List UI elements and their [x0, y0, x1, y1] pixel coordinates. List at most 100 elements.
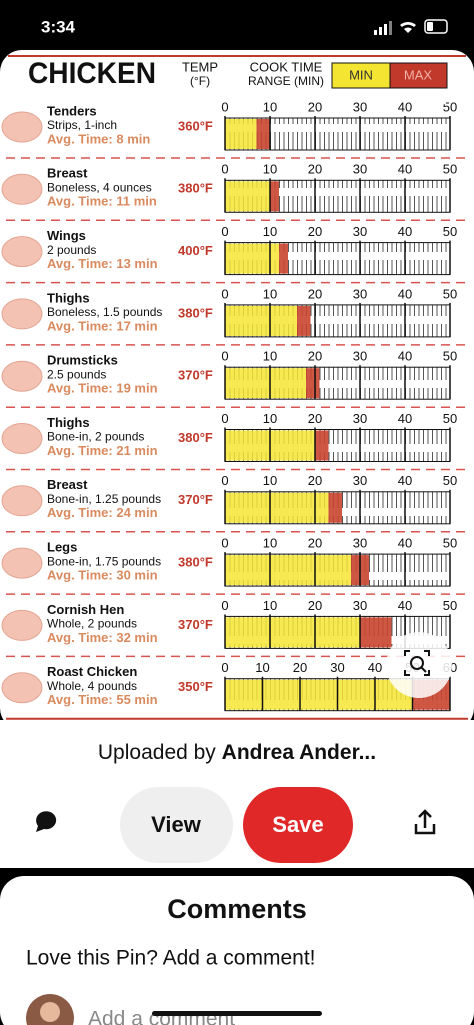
share-icon[interactable] — [414, 809, 436, 835]
max-bar — [270, 181, 279, 212]
item-detail: Boneless, 4 ounces — [47, 180, 152, 194]
temperature: 350°F — [178, 679, 213, 694]
temperature: 360°F — [178, 118, 213, 133]
visual-search-button[interactable] — [386, 632, 452, 698]
tick-label: 0 — [221, 660, 228, 675]
comment-icon[interactable] — [36, 811, 57, 832]
avg-time: Avg. Time: 19 min — [47, 381, 158, 396]
min-bar — [225, 119, 257, 149]
temperature: 380°F — [178, 430, 213, 445]
item-detail: Strips, 1-inch — [47, 118, 117, 132]
avg-time: Avg. Time: 32 min — [47, 630, 158, 645]
uploader-prefix: Uploaded by — [98, 741, 216, 764]
avg-time: Avg. Time: 30 min — [47, 568, 158, 583]
temperature: 380°F — [178, 305, 213, 320]
tick-label: 30 — [353, 349, 367, 364]
tick-label: 40 — [398, 536, 412, 551]
food-image — [1, 236, 43, 268]
tick-label: 10 — [263, 473, 277, 488]
food-image — [1, 173, 43, 205]
tick-label: 50 — [443, 349, 457, 364]
tick-label: 50 — [443, 286, 457, 301]
time-unit: RANGE (MIN) — [248, 74, 324, 88]
tick-label: 50 — [443, 598, 457, 613]
tick-label: 0 — [221, 598, 228, 613]
item-detail: Whole, 2 pounds — [47, 617, 137, 631]
tick-label: 0 — [221, 536, 228, 551]
item-name: Cornish Hen — [47, 602, 124, 617]
tick-label: 30 — [353, 411, 367, 426]
food-image — [1, 298, 43, 330]
temperature: 380°F — [178, 555, 213, 570]
tick-label: 0 — [221, 224, 228, 239]
item-detail: Bone-in, 2 pounds — [47, 430, 144, 444]
tick-label: 10 — [263, 411, 277, 426]
tick-label: 0 — [221, 286, 228, 301]
tick-label: 50 — [443, 224, 457, 239]
avg-time: Avg. Time: 17 min — [47, 318, 158, 333]
tick-label: 40 — [398, 473, 412, 488]
food-image — [1, 609, 43, 641]
max-bar — [360, 617, 392, 648]
tick-label: 20 — [308, 286, 322, 301]
tick-label: 30 — [330, 660, 344, 675]
tick-label: 0 — [221, 349, 228, 364]
tick-label: 10 — [263, 598, 277, 613]
uploader[interactable]: Uploaded by Andrea Ander... — [98, 741, 376, 764]
back-button[interactable]: ‹ — [42, 83, 49, 108]
min-bar — [225, 181, 270, 212]
max-bar — [279, 243, 288, 274]
tick-label: 50 — [443, 99, 457, 114]
view-label: View — [151, 812, 202, 837]
food-image — [1, 547, 43, 579]
temp-header: TEMP — [182, 59, 218, 74]
item-name: Legs — [47, 540, 77, 555]
item-name: Drumsticks — [47, 353, 118, 368]
min-bar — [225, 617, 360, 648]
item-name: Breast — [47, 166, 88, 181]
tick-label: 20 — [308, 162, 322, 177]
max-bar — [315, 430, 329, 461]
min-bar — [225, 368, 306, 399]
max-bar — [306, 368, 320, 399]
item-detail: Bone-in, 1.75 pounds — [47, 554, 161, 568]
item-name: Tenders — [47, 103, 97, 118]
item-detail: Bone-in, 1.25 pounds — [47, 492, 161, 506]
tick-label: 50 — [443, 162, 457, 177]
view-button[interactable] — [120, 787, 233, 863]
min-bar — [225, 305, 297, 336]
avatar-face — [40, 1002, 60, 1022]
avg-time: Avg. Time: 11 min — [47, 194, 157, 209]
avg-time: Avg. Time: 8 min — [47, 131, 150, 146]
save-button[interactable] — [243, 787, 353, 863]
comment-input[interactable]: Add a comment — [88, 1008, 235, 1025]
tick-label: 10 — [263, 536, 277, 551]
food-image — [1, 672, 43, 704]
food-image — [1, 360, 43, 392]
avg-time: Avg. Time: 13 min — [47, 256, 158, 271]
more-button[interactable]: ••• — [426, 91, 447, 113]
item-detail: Boneless, 1.5 pounds — [47, 305, 162, 319]
item-name: Thighs — [47, 415, 90, 430]
temp-unit: (°F) — [190, 74, 210, 88]
item-name: Wings — [47, 228, 86, 243]
action-area — [0, 720, 474, 868]
tick-label: 30 — [353, 99, 367, 114]
comments-title: Comments — [167, 894, 307, 924]
tick-label: 40 — [398, 286, 412, 301]
tick-label: 30 — [353, 473, 367, 488]
home-indicator — [152, 1011, 322, 1016]
tick-label: 30 — [353, 536, 367, 551]
uploader-name: Andrea Ander... — [222, 741, 376, 764]
tick-label: 40 — [398, 411, 412, 426]
item-detail: Whole, 4 pounds — [47, 679, 137, 693]
avg-time: Avg. Time: 55 min — [47, 692, 158, 707]
time-header: COOK TIME — [250, 59, 323, 74]
tick-label: 10 — [263, 162, 277, 177]
food-image — [1, 423, 43, 454]
temperature: 370°F — [178, 617, 213, 632]
temperature: 400°F — [178, 243, 213, 258]
avg-time: Avg. Time: 21 min — [47, 443, 158, 458]
tick-label: 40 — [398, 224, 412, 239]
